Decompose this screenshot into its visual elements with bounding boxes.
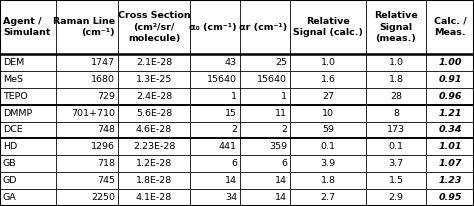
Text: 6: 6 xyxy=(281,159,287,168)
Text: 1.0: 1.0 xyxy=(320,58,336,67)
Text: 28: 28 xyxy=(390,92,402,101)
Text: TEPO: TEPO xyxy=(3,92,28,101)
Text: 1.6: 1.6 xyxy=(320,75,336,84)
Text: 11: 11 xyxy=(275,109,287,118)
Text: 6: 6 xyxy=(231,159,237,168)
Text: 1.8E-28: 1.8E-28 xyxy=(136,176,172,185)
Text: 0.96: 0.96 xyxy=(438,92,462,101)
Text: Agent /
Simulant: Agent / Simulant xyxy=(3,17,51,37)
Text: α₀ (cm⁻¹): α₀ (cm⁻¹) xyxy=(190,22,237,32)
Text: 359: 359 xyxy=(269,142,287,151)
Text: 3.7: 3.7 xyxy=(388,159,403,168)
Text: GB: GB xyxy=(3,159,17,168)
Text: MeS: MeS xyxy=(3,75,23,84)
Text: 701+710: 701+710 xyxy=(71,109,115,118)
Text: Calc. /
Meas.: Calc. / Meas. xyxy=(434,17,466,37)
Text: 729: 729 xyxy=(97,92,115,101)
Text: 5.6E-28: 5.6E-28 xyxy=(136,109,172,118)
Text: 441: 441 xyxy=(219,142,237,151)
Text: HD: HD xyxy=(3,142,17,151)
Text: 15: 15 xyxy=(225,109,237,118)
Text: Raman Line
(cm⁻¹): Raman Line (cm⁻¹) xyxy=(53,17,115,37)
Text: 2: 2 xyxy=(281,125,287,135)
Text: 2: 2 xyxy=(231,125,237,135)
Text: 0.34: 0.34 xyxy=(438,125,462,135)
Text: 3.9: 3.9 xyxy=(320,159,336,168)
Text: 1747: 1747 xyxy=(91,58,115,67)
Text: 8: 8 xyxy=(393,109,399,118)
Text: 14: 14 xyxy=(275,176,287,185)
Text: DMMP: DMMP xyxy=(3,109,32,118)
Text: 1.07: 1.07 xyxy=(438,159,462,168)
Text: DEM: DEM xyxy=(3,58,24,67)
Text: 0.91: 0.91 xyxy=(438,75,462,84)
Text: 14: 14 xyxy=(225,176,237,185)
Text: 2250: 2250 xyxy=(91,193,115,202)
Text: 27: 27 xyxy=(322,92,334,101)
Text: 0.1: 0.1 xyxy=(389,142,403,151)
Text: 718: 718 xyxy=(97,159,115,168)
Text: DCE: DCE xyxy=(3,125,23,135)
Text: 1.00: 1.00 xyxy=(438,58,462,67)
Text: Cross Section
(cm²/sr/
molecule): Cross Section (cm²/sr/ molecule) xyxy=(118,11,191,43)
Text: 745: 745 xyxy=(97,176,115,185)
Text: 4.1E-28: 4.1E-28 xyxy=(136,193,172,202)
Text: 2.7: 2.7 xyxy=(320,193,336,202)
Text: 1: 1 xyxy=(231,92,237,101)
Text: αr (cm⁻¹): αr (cm⁻¹) xyxy=(239,22,287,32)
Text: 2.9: 2.9 xyxy=(389,193,403,202)
Text: 1.21: 1.21 xyxy=(438,109,462,118)
Text: 1.0: 1.0 xyxy=(389,58,403,67)
Text: 4.6E-28: 4.6E-28 xyxy=(136,125,172,135)
Text: 1.5: 1.5 xyxy=(389,176,403,185)
Text: 1.01: 1.01 xyxy=(438,142,462,151)
Text: 2.4E-28: 2.4E-28 xyxy=(136,92,172,101)
Text: 15640: 15640 xyxy=(207,75,237,84)
Text: 2.23E-28: 2.23E-28 xyxy=(133,142,175,151)
Text: 1.8: 1.8 xyxy=(320,176,336,185)
Text: 1.2E-28: 1.2E-28 xyxy=(136,159,172,168)
Text: 1.23: 1.23 xyxy=(438,176,462,185)
Text: 1.3E-25: 1.3E-25 xyxy=(136,75,172,84)
Text: 173: 173 xyxy=(387,125,405,135)
Text: 10: 10 xyxy=(322,109,334,118)
Text: 2.1E-28: 2.1E-28 xyxy=(136,58,172,67)
Text: 1296: 1296 xyxy=(91,142,115,151)
Text: 0.95: 0.95 xyxy=(438,193,462,202)
Text: Relative
Signal (calc.): Relative Signal (calc.) xyxy=(293,17,363,37)
Text: Relative
Signal
(meas.): Relative Signal (meas.) xyxy=(374,11,418,43)
Text: 1.8: 1.8 xyxy=(389,75,403,84)
Text: 25: 25 xyxy=(275,58,287,67)
Text: 15640: 15640 xyxy=(257,75,287,84)
Text: GD: GD xyxy=(3,176,18,185)
Text: 34: 34 xyxy=(225,193,237,202)
Text: 0.1: 0.1 xyxy=(320,142,336,151)
Text: GA: GA xyxy=(3,193,17,202)
Text: 59: 59 xyxy=(322,125,334,135)
Text: 1680: 1680 xyxy=(91,75,115,84)
Text: 748: 748 xyxy=(97,125,115,135)
Text: 43: 43 xyxy=(225,58,237,67)
Text: 1: 1 xyxy=(281,92,287,101)
Text: 14: 14 xyxy=(275,193,287,202)
